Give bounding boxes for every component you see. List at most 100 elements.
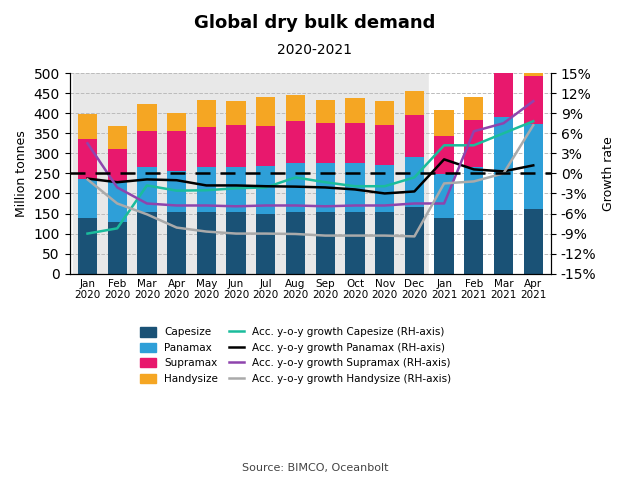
Acc. y-o-y growth Supramax (RH-axis): [500, 120, 507, 126]
Bar: [316, 123, 335, 163]
Bar: [375, 211, 394, 274]
Acc. y-o-y growth Capesize (RH-axis): [262, 185, 270, 190]
Acc. y-o-y growth Supramax (RH-axis): [529, 98, 537, 104]
Y-axis label: Growth rate: Growth rate: [602, 136, 615, 211]
Acc. y-o-y growth Supramax (RH-axis): [84, 141, 91, 146]
Acc. y-o-y growth Panamax (RH-axis): [203, 183, 210, 188]
Line: Acc. y-o-y growth Handysize (RH-axis): Acc. y-o-y growth Handysize (RH-axis): [88, 125, 533, 237]
Bar: [226, 101, 246, 125]
Acc. y-o-y growth Panamax (RH-axis): [351, 186, 358, 192]
Text: Global dry bulk demand: Global dry bulk demand: [194, 14, 436, 33]
Bar: [226, 211, 246, 274]
Bar: [375, 101, 394, 125]
Acc. y-o-y growth Panamax (RH-axis): [292, 184, 299, 189]
Acc. y-o-y growth Handysize (RH-axis): [113, 201, 121, 206]
Acc. y-o-y growth Capesize (RH-axis): [143, 183, 151, 188]
Acc. y-o-y growth Handysize (RH-axis): [500, 171, 507, 176]
Bar: [226, 167, 246, 211]
Bar: [137, 167, 157, 211]
Bar: [286, 163, 305, 211]
Acc. y-o-y growth Handysize (RH-axis): [84, 176, 91, 182]
Bar: [435, 217, 454, 274]
Bar: [78, 114, 97, 139]
Bar: [494, 117, 513, 209]
Acc. y-o-y growth Capesize (RH-axis): [440, 142, 448, 148]
Bar: [78, 218, 97, 274]
Bar: [108, 149, 127, 182]
Acc. y-o-y growth Supramax (RH-axis): [203, 203, 210, 208]
Bar: [197, 167, 216, 211]
Line: Acc. y-o-y growth Capesize (RH-axis): Acc. y-o-y growth Capesize (RH-axis): [88, 121, 533, 234]
Acc. y-o-y growth Supramax (RH-axis): [351, 203, 358, 208]
Acc. y-o-y growth Handysize (RH-axis): [381, 233, 389, 239]
Bar: [494, 42, 513, 69]
Acc. y-o-y growth Panamax (RH-axis): [84, 176, 91, 182]
Bar: [404, 157, 424, 207]
Bar: [375, 165, 394, 211]
Acc. y-o-y growth Panamax (RH-axis): [321, 185, 329, 190]
Bar: [286, 121, 305, 163]
Acc. y-o-y growth Panamax (RH-axis): [173, 177, 180, 183]
Bar: [494, 209, 513, 274]
Bar: [435, 174, 454, 217]
Acc. y-o-y growth Panamax (RH-axis): [381, 191, 389, 196]
Acc. y-o-y growth Panamax (RH-axis): [440, 156, 448, 162]
Acc. y-o-y growth Supramax (RH-axis): [381, 203, 389, 208]
Bar: [345, 163, 365, 211]
Bar: [167, 113, 186, 131]
Bar: [435, 136, 454, 174]
Bar: [404, 207, 424, 274]
Bar: [464, 97, 483, 120]
Bar: [429, 73, 548, 274]
Acc. y-o-y growth Capesize (RH-axis): [173, 188, 180, 194]
Acc. y-o-y growth Supramax (RH-axis): [411, 201, 418, 206]
Bar: [316, 163, 335, 211]
Acc. y-o-y growth Capesize (RH-axis): [500, 130, 507, 136]
Acc. y-o-y growth Capesize (RH-axis): [292, 174, 299, 180]
Bar: [464, 219, 483, 274]
Bar: [404, 115, 424, 157]
Acc. y-o-y growth Supramax (RH-axis): [440, 201, 448, 206]
Bar: [345, 98, 365, 123]
Acc. y-o-y growth Handysize (RH-axis): [292, 231, 299, 237]
Acc. y-o-y growth Capesize (RH-axis): [351, 184, 358, 189]
Acc. y-o-y growth Supramax (RH-axis): [470, 129, 478, 134]
Acc. y-o-y growth Handysize (RH-axis): [351, 233, 358, 239]
Bar: [345, 211, 365, 274]
Acc. y-o-y growth Handysize (RH-axis): [143, 211, 151, 217]
Acc. y-o-y growth Panamax (RH-axis): [411, 189, 418, 195]
Acc. y-o-y growth Handysize (RH-axis): [262, 231, 270, 237]
Bar: [137, 104, 157, 131]
Text: 2020-2021: 2020-2021: [277, 43, 353, 57]
Acc. y-o-y growth Capesize (RH-axis): [529, 119, 537, 124]
Bar: [256, 214, 275, 274]
Acc. y-o-y growth Handysize (RH-axis): [173, 225, 180, 230]
Bar: [345, 123, 365, 163]
Bar: [72, 73, 429, 274]
Bar: [524, 124, 543, 209]
Bar: [256, 97, 275, 126]
Bar: [435, 110, 454, 136]
Acc. y-o-y growth Handysize (RH-axis): [529, 122, 537, 128]
Bar: [78, 139, 97, 179]
Acc. y-o-y growth Capesize (RH-axis): [84, 231, 91, 237]
Bar: [375, 125, 394, 165]
Bar: [167, 131, 186, 172]
Acc. y-o-y growth Capesize (RH-axis): [381, 184, 389, 189]
Bar: [197, 211, 216, 274]
Bar: [316, 211, 335, 274]
Acc. y-o-y growth Supramax (RH-axis): [262, 203, 270, 208]
Acc. y-o-y growth Panamax (RH-axis): [113, 179, 121, 185]
Bar: [316, 100, 335, 123]
Bar: [286, 211, 305, 274]
Acc. y-o-y growth Panamax (RH-axis): [143, 176, 151, 182]
Acc. y-o-y growth Handysize (RH-axis): [470, 179, 478, 185]
Acc. y-o-y growth Capesize (RH-axis): [113, 226, 121, 231]
Acc. y-o-y growth Capesize (RH-axis): [232, 185, 240, 191]
Bar: [464, 167, 483, 219]
Bar: [167, 172, 186, 211]
Legend: Capesize, Panamax, Supramax, Handysize, Acc. y-o-y growth Capesize (RH-axis), Ac: Capesize, Panamax, Supramax, Handysize, …: [136, 323, 455, 388]
Bar: [78, 179, 97, 218]
Bar: [524, 50, 543, 76]
Y-axis label: Million tonnes: Million tonnes: [15, 130, 28, 217]
